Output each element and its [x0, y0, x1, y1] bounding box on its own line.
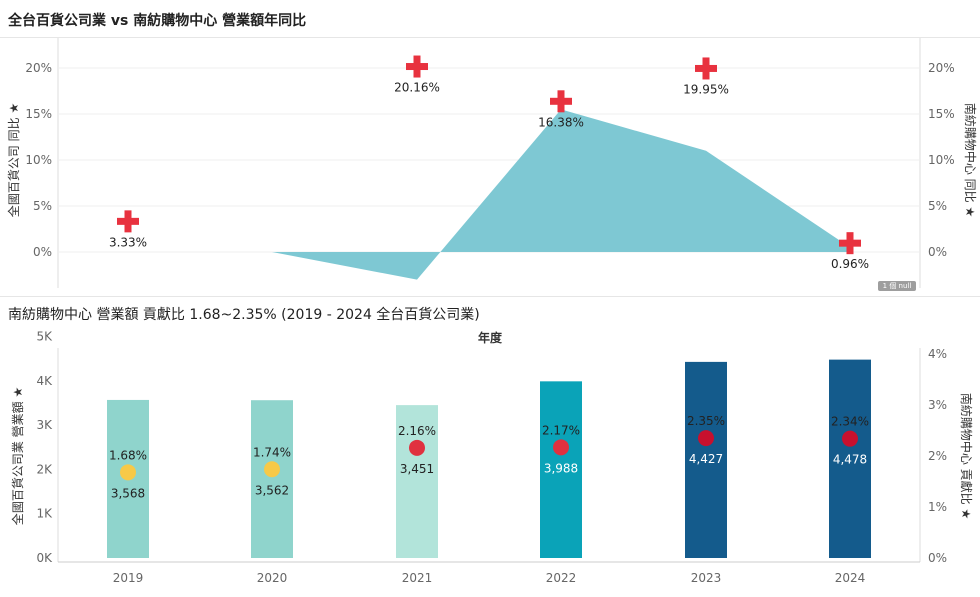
yoy-data-label: 16.38% — [538, 115, 584, 129]
left-tick-label: 0% — [33, 245, 52, 259]
right-tick-label: 0% — [928, 551, 947, 565]
contribution-dot — [553, 439, 569, 456]
yoy-area-series — [272, 109, 850, 280]
contribution-label: 1.74% — [253, 445, 291, 459]
middle-panel-separator — [0, 296, 980, 297]
left-tick-label: 5% — [33, 199, 52, 213]
left-tick-label: 10% — [25, 153, 52, 167]
contribution-label: 2.35% — [687, 414, 725, 428]
revenue-bar-chart: 年度 0K 1K 2K 3K 4K 5K 0% 1% 2% 3% 4% 全國百貨公司業 營業額 ★ 南紡購… — [10, 330, 974, 585]
cross-bar-v — [557, 90, 565, 113]
right-tick-label: 4% — [928, 347, 947, 361]
contribution-label: 2.16% — [398, 424, 436, 438]
left-tick-label: 5K — [36, 330, 53, 344]
cross-marker — [406, 55, 428, 78]
yoy-data-label: 0.96% — [831, 257, 869, 271]
cross-marker — [695, 57, 717, 80]
revenue-label: 4,478 — [833, 453, 867, 467]
right-tick-label: 5% — [928, 199, 947, 213]
left-tick-label: 4K — [36, 374, 53, 388]
left-tick-label: 1K — [36, 507, 53, 521]
left-tick-label: 15% — [25, 107, 52, 121]
right-tick-label: 10% — [928, 153, 955, 167]
left-tick-label: 3K — [36, 418, 53, 432]
right-tick-label: 20% — [928, 61, 955, 75]
yoy-data-label: 19.95% — [683, 82, 729, 96]
cross-bar-v — [124, 210, 132, 233]
cross-marker — [839, 232, 861, 255]
x-tick-label: 2022 — [546, 571, 577, 585]
revenue-label: 3,568 — [111, 486, 145, 500]
contribution-dot — [120, 464, 136, 481]
null-indicator-badge[interactable]: 1 個 null — [878, 281, 916, 291]
x-tick-label: 2023 — [691, 571, 722, 585]
top-chart-title: 全台百貨公司業 vs 南紡購物中心 營業額年同比 — [8, 13, 307, 29]
x-tick-label: 2020 — [257, 571, 288, 585]
right-axis-title: 南紡購物中心 同比 ★ — [963, 103, 978, 217]
x-tick-label: 2024 — [835, 571, 866, 585]
right-axis-title: 南紡購物中心 貢獻比 ★ — [959, 393, 974, 519]
contribution-dot — [264, 461, 280, 478]
right-tick-label: 15% — [928, 107, 955, 121]
contribution-label: 1.68% — [109, 448, 147, 462]
cross-bar-v — [846, 232, 854, 255]
revenue-bar — [540, 381, 582, 558]
x-axis-header: 年度 — [478, 330, 503, 345]
contribution-label: 2.17% — [542, 423, 580, 437]
contribution-dot — [698, 430, 714, 447]
revenue-bar — [251, 400, 293, 558]
revenue-label: 3,451 — [400, 462, 434, 476]
bottom-chart-title: 南紡購物中心 營業額 貢獻比 1.68~2.35% (2019 - 2024 全… — [8, 307, 480, 323]
yoy-data-label: 20.16% — [394, 81, 440, 95]
right-tick-label: 3% — [928, 398, 947, 412]
left-axis-title: 全國百貨公司業 營業額 ★ — [10, 387, 25, 525]
x-tick-label: 2019 — [113, 571, 144, 585]
cross-marker — [550, 90, 572, 113]
yoy-area-chart: 0% 0% 5% 5% 10% 10% 15% 15% 20% 20% 全國百貨公司 同比 ★ 南紡購… — [6, 38, 978, 288]
cross-bar-v — [413, 55, 421, 78]
left-tick-label: 2K — [36, 462, 53, 476]
cross-marker — [117, 210, 139, 233]
revenue-bar — [685, 361, 727, 558]
revenue-bar — [396, 405, 438, 558]
contribution-label: 2.34% — [831, 415, 869, 429]
right-tick-label: 1% — [928, 500, 947, 514]
contribution-dot — [409, 439, 425, 456]
right-tick-label: 0% — [928, 245, 947, 259]
revenue-label: 3,562 — [255, 483, 289, 497]
revenue-bar — [829, 359, 871, 558]
right-tick-label: 2% — [928, 449, 947, 463]
x-tick-label: 2021 — [402, 571, 433, 585]
left-axis-title: 全國百貨公司 同比 ★ — [6, 103, 21, 217]
top-panel-separator — [0, 37, 980, 38]
left-tick-label: 0K — [36, 551, 53, 565]
revenue-label: 3,988 — [544, 461, 578, 475]
yoy-data-label: 3.33% — [109, 235, 147, 249]
left-tick-label: 20% — [25, 61, 52, 75]
cross-bar-v — [702, 57, 710, 80]
contribution-dot — [842, 430, 858, 447]
revenue-label: 4,427 — [689, 452, 723, 466]
